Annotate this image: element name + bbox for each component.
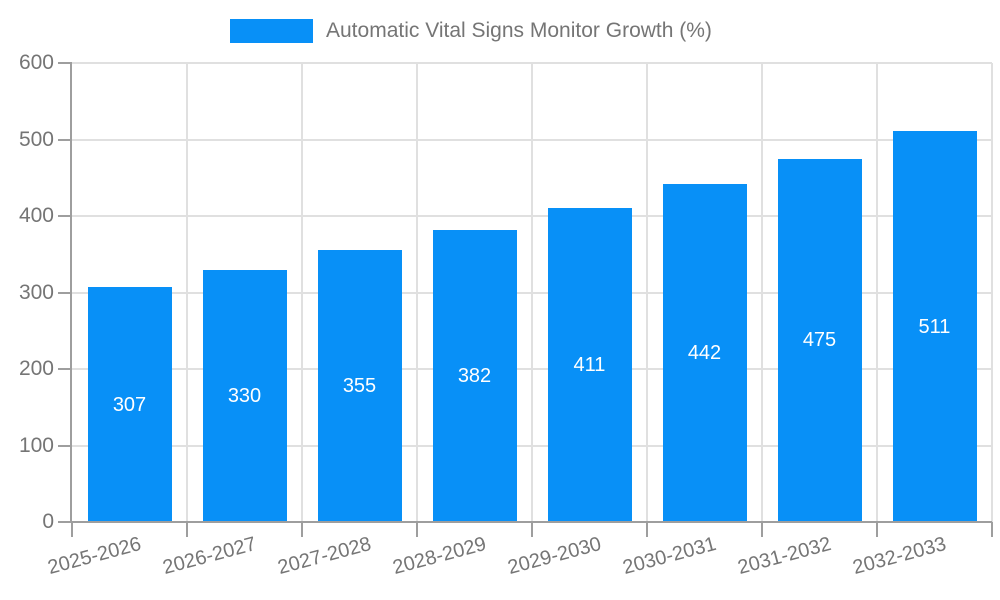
bar-value-label: 442 [687, 341, 722, 364]
bar-2026-2027[interactable] [202, 269, 287, 522]
x-tick [531, 522, 533, 537]
x-gridline [761, 63, 763, 522]
x-tick [301, 522, 303, 537]
x-gridline [876, 63, 878, 522]
legend-label: Automatic Vital Signs Monitor Growth (%) [326, 19, 712, 42]
x-gridline [186, 63, 188, 522]
x-axis-label: 2027-2028 [275, 532, 374, 579]
x-axis-label: 2031-2032 [735, 532, 834, 579]
x-tick [991, 522, 993, 537]
x-axis-label: 2029-2030 [505, 532, 604, 579]
bar-2029-2030[interactable] [547, 207, 632, 522]
x-gridline [991, 63, 993, 522]
x-gridline [531, 63, 533, 522]
bar-value-label: 382 [457, 364, 492, 387]
y-tick [58, 368, 72, 370]
y-axis-label: 0 [42, 510, 54, 533]
bar-2025-2026[interactable] [87, 287, 172, 522]
bar-value-label: 355 [342, 375, 377, 398]
x-tick [761, 522, 763, 537]
y-tick [58, 215, 72, 217]
y-axis-label: 500 [18, 127, 54, 151]
bar-2032-2033[interactable] [892, 131, 977, 522]
x-gridline [416, 63, 418, 522]
y-axis-label: 100 [18, 433, 54, 457]
y-tick [58, 521, 72, 523]
bar-2031-2032[interactable] [777, 158, 862, 522]
x-axis-label: 2028-2029 [390, 532, 489, 579]
bar-2030-2031[interactable] [662, 183, 747, 522]
y-axis-line [70, 63, 72, 522]
x-gridline [646, 63, 648, 522]
y-axis-label: 600 [18, 51, 54, 74]
x-axis-line [70, 521, 992, 523]
x-tick [186, 522, 188, 537]
x-tick [71, 522, 73, 537]
y-axis-label: 300 [18, 280, 54, 304]
x-tick [646, 522, 648, 537]
x-axis-label: 2026-2027 [160, 532, 259, 579]
x-axis-label: 2025-2026 [45, 532, 144, 579]
y-axis-label: 200 [18, 357, 54, 380]
x-tick [876, 522, 878, 537]
y-axis-label: 400 [18, 204, 54, 227]
y-tick [58, 444, 72, 447]
x-axis-label: 2032-2033 [850, 532, 949, 579]
x-gridline [301, 63, 303, 522]
y-tick [58, 62, 72, 64]
bar-2027-2028[interactable] [317, 250, 402, 522]
bar-2028-2029[interactable] [432, 229, 517, 522]
y-tick [58, 138, 72, 141]
x-axis-label: 2030-2031 [620, 532, 719, 579]
bar-value-label: 307 [112, 393, 147, 416]
legend-swatch-icon [230, 19, 313, 43]
bar-value-label: 330 [227, 384, 262, 407]
x-tick [416, 522, 418, 537]
legend[interactable]: Automatic Vital Signs Monitor Growth (%) [230, 19, 712, 43]
y-tick [58, 291, 72, 294]
bar-value-label: 511 [918, 315, 951, 338]
bar-value-label: 411 [573, 353, 606, 376]
bar-value-label: 475 [802, 329, 837, 352]
